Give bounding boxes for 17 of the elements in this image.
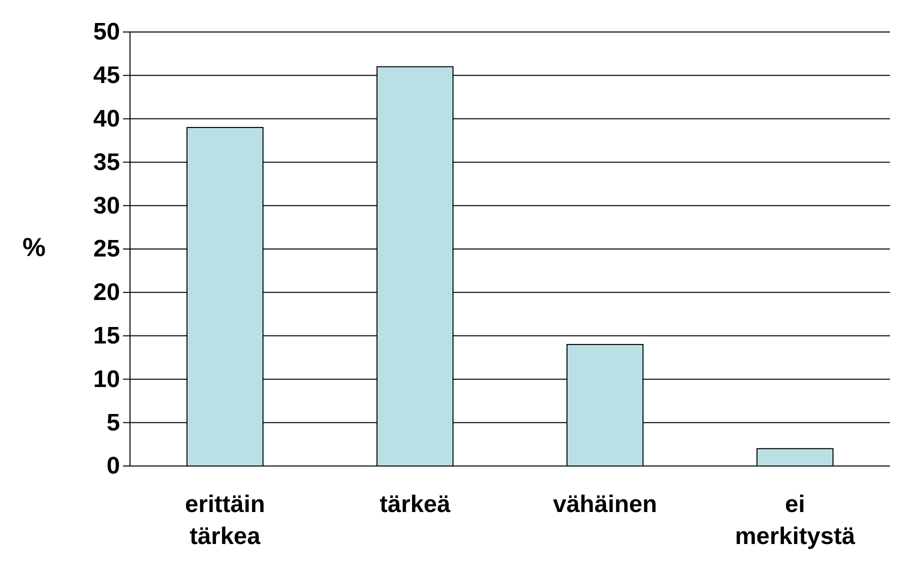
y-tick-label: 10: [93, 366, 120, 393]
y-axis-title: %: [22, 232, 46, 262]
x-tick-label: vähäinen: [552, 491, 658, 518]
x-tick-label: ei merkitystä: [734, 491, 856, 550]
bar: [756, 448, 834, 466]
y-tick-label: 0: [106, 452, 120, 480]
x-tick-label: erittäin tärkea: [184, 491, 266, 550]
y-tick-label: 50: [93, 18, 120, 46]
y-tick-label: 20: [93, 279, 120, 306]
x-tick-label: tärkeä: [380, 491, 452, 518]
y-tick-label: 25: [93, 236, 120, 263]
y-tick-label: 40: [93, 105, 120, 132]
y-tick-label: 15: [93, 322, 120, 350]
y-tick-label: 30: [93, 192, 120, 220]
y-tick-label: 5: [106, 409, 120, 436]
y-tick-label: 35: [93, 148, 120, 176]
y-tick-label: 45: [93, 62, 120, 90]
